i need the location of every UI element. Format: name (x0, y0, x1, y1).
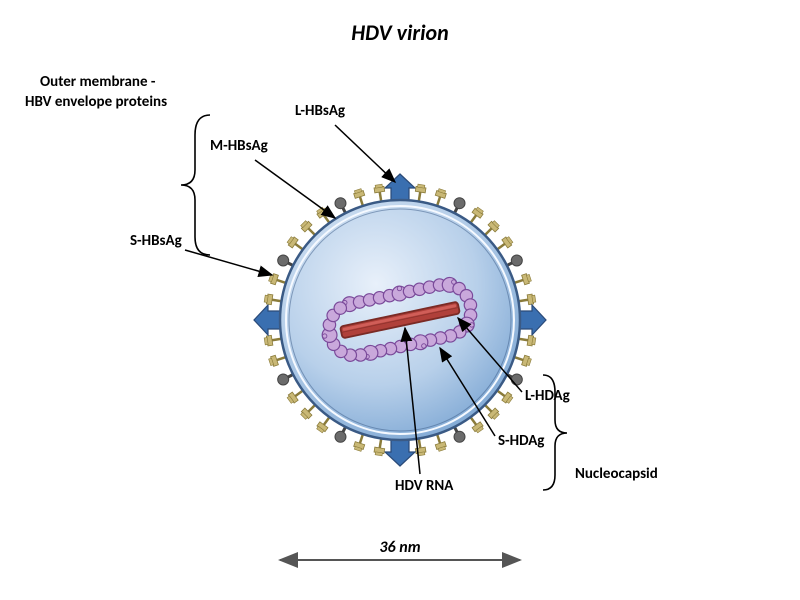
m-hbsag-spike (335, 427, 346, 442)
s-hbsag-spike (471, 417, 484, 433)
s-hbsag-spike (519, 294, 536, 305)
s-hbsag-spike (435, 189, 446, 206)
m-hbsag-spike (278, 255, 293, 266)
l-hbsag-spike (385, 174, 415, 200)
virion-diagram (254, 174, 546, 466)
s-hbsag-spike (514, 355, 531, 366)
l-hbsag-spike (385, 440, 415, 466)
outer-membrane-brace (181, 115, 210, 255)
label-outer-membrane-2: HBV envelope proteins (25, 93, 167, 111)
s-hbsag-spike (485, 221, 499, 235)
label-s-hdag: S-HDAg (498, 432, 544, 450)
l-hbsag-spike (254, 305, 280, 335)
s-hbsag-spike (264, 335, 281, 346)
s-hbsag-spike (269, 355, 286, 366)
m-hbsag-spike (454, 427, 465, 442)
scale-bar: 36 nm (280, 538, 520, 560)
s-hbsag-spike (301, 405, 315, 419)
s-hbsag-spike (485, 405, 499, 419)
label-l-hbsag: L-HBsAg (295, 102, 345, 120)
l-hbsag-spike (520, 305, 546, 335)
s-hbsag-spike (415, 184, 426, 201)
m-hbsag-spike (278, 374, 293, 385)
s-hbsag-spike (317, 417, 330, 433)
label-s-hbsag: S-HBsAg (130, 232, 182, 250)
s-hbsag-spike (497, 391, 513, 404)
s-hbsag-spike (519, 335, 536, 346)
s-hbsag-spike (354, 434, 365, 451)
s-hbsag-spike (287, 391, 303, 404)
s-hbsag-spike (374, 184, 385, 201)
diagram-title: HDV virion (351, 19, 448, 46)
s-hbsag-spike (287, 237, 303, 250)
label-nucleocapsid: Nucleocapsid (575, 465, 658, 483)
m-hbsag-spike (454, 198, 465, 213)
s-hbsag-spike (301, 221, 315, 235)
s-hbsag-spike (435, 434, 446, 451)
scale-label: 36 nm (379, 538, 420, 557)
label-m-hbsag: M-HBsAg (210, 137, 268, 155)
label-hdv-rna: HDV RNA (395, 477, 454, 495)
s-hbsag-spike (497, 237, 513, 250)
m-hbsag-spike (507, 255, 522, 266)
label-outer-membrane-1: Outer membrane - (40, 73, 156, 91)
label-l-hdag: L-HDAg (525, 387, 570, 405)
m-hbsag-spike (335, 198, 346, 213)
s-hbsag-spike (264, 294, 281, 305)
s-hbsag-spike (374, 439, 385, 456)
s-hbsag-spike (471, 207, 484, 223)
s-hbsag-spike (354, 189, 365, 206)
s-hbsag-spike (514, 274, 531, 285)
